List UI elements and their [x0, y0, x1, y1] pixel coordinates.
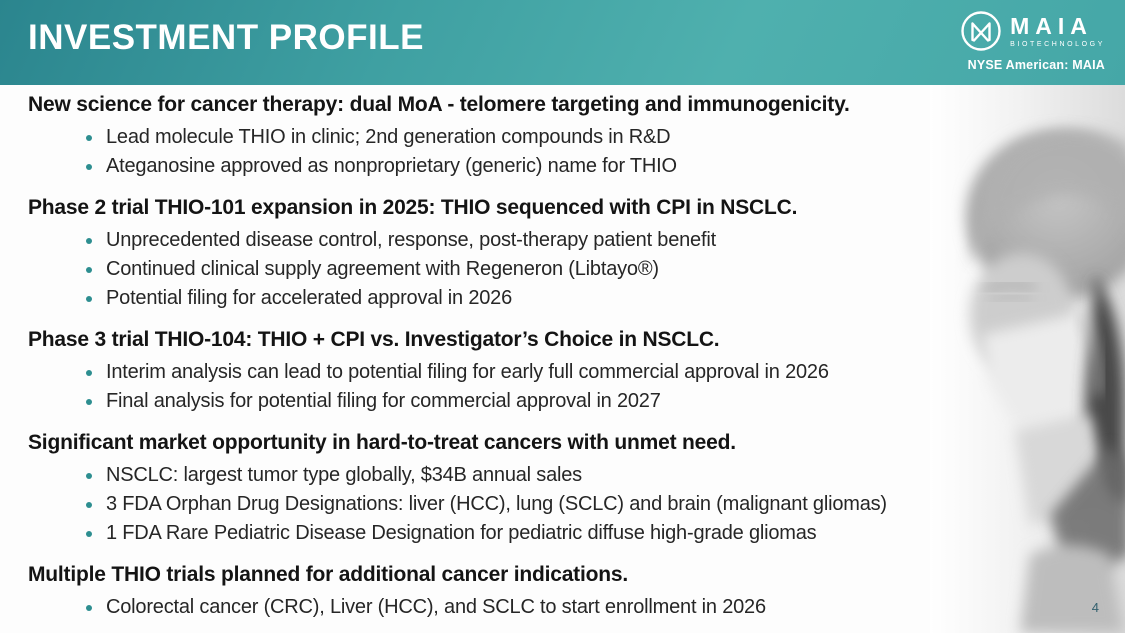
section-market-opportunity: Significant market opportunity in hard-t…	[28, 430, 1065, 548]
logo-brand-text: MAIA	[1010, 12, 1093, 39]
bullet-item: 3 FDA Orphan Drug Designations: liver (H…	[86, 490, 1065, 519]
section-heading: Phase 3 trial THIO-104: THIO + CPI vs. I…	[28, 328, 720, 351]
slide-body: New science for cancer therapy: dual MoA…	[28, 92, 1065, 633]
bullet-item: Lead molecule THIO in clinic; 2nd genera…	[86, 123, 1065, 152]
bullet-list: Lead molecule THIO in clinic; 2nd genera…	[28, 123, 1065, 181]
section-heading: Significant market opportunity in hard-t…	[28, 431, 736, 454]
ticker-text: NYSE American: MAIA	[967, 58, 1105, 72]
section-phase2-trial: Phase 2 trial THIO-101 expansion in 2025…	[28, 195, 1065, 313]
section-additional-indications: Multiple THIO trials planned for additio…	[28, 562, 1065, 622]
maia-logo-icon	[960, 10, 1002, 52]
bullet-list: Interim analysis can lead to potential f…	[28, 358, 1065, 416]
bullet-item: Continued clinical supply agreement with…	[86, 255, 1065, 284]
logo-tagline-text: BIOTECHNOLOGY	[1010, 40, 1105, 48]
section-heading: New science for cancer therapy: dual MoA…	[28, 93, 850, 116]
page-title: INVESTMENT PROFILE	[28, 18, 424, 57]
bullet-item: Ateganosine approved as nonproprietary (…	[86, 152, 1065, 181]
bullet-item: Colorectal cancer (CRC), Liver (HCC), an…	[86, 593, 1065, 622]
slide-header: INVESTMENT PROFILE MAIA BIOTECHNOLOGY NY…	[0, 0, 1125, 85]
bullet-list: Colorectal cancer (CRC), Liver (HCC), an…	[28, 593, 1065, 622]
bullet-item: NSCLC: largest tumor type globally, $34B…	[86, 461, 1065, 490]
bullet-item: Interim analysis can lead to potential f…	[86, 358, 1065, 387]
page-number: 4	[1091, 600, 1099, 615]
section-phase3-trial: Phase 3 trial THIO-104: THIO + CPI vs. I…	[28, 327, 1065, 416]
bullet-item: 1 FDA Rare Pediatric Disease Designation…	[86, 519, 1065, 548]
bullet-list: NSCLC: largest tumor type globally, $34B…	[28, 461, 1065, 548]
section-heading: Phase 2 trial THIO-101 expansion in 2025…	[28, 196, 798, 219]
section-new-science: New science for cancer therapy: dual MoA…	[28, 92, 1065, 181]
section-heading: Multiple THIO trials planned for additio…	[28, 563, 628, 586]
bullet-item: Potential filing for accelerated approva…	[86, 284, 1065, 313]
bullet-item: Final analysis for potential filing for …	[86, 387, 1065, 416]
healthcare-worker-photo	[930, 85, 1125, 633]
bullet-item: Unprecedented disease control, response,…	[86, 226, 1065, 255]
bullet-list: Unprecedented disease control, response,…	[28, 226, 1065, 313]
maia-logo-block: MAIA BIOTECHNOLOGY NYSE American: MAIA	[960, 10, 1105, 72]
